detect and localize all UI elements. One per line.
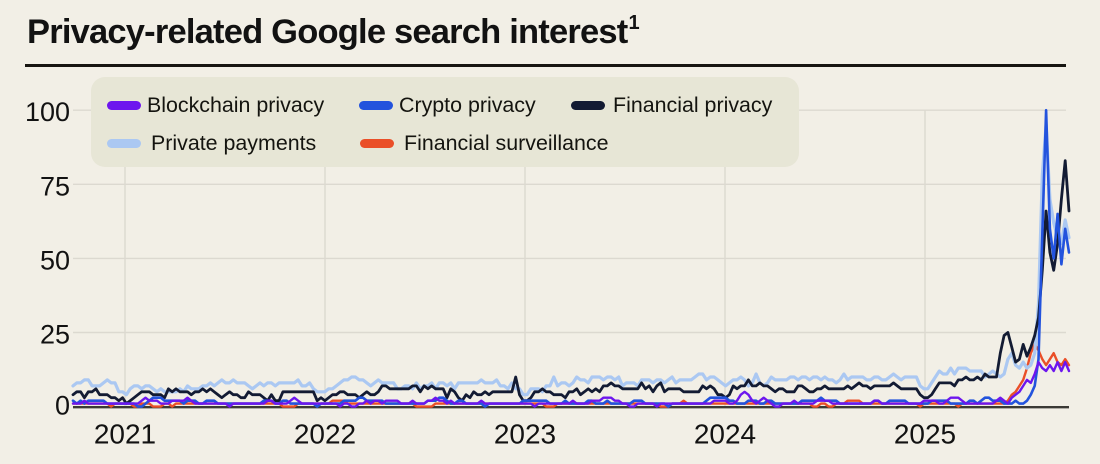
svg-text:50: 50	[40, 245, 70, 275]
svg-text:25: 25	[40, 320, 70, 350]
svg-text:2025: 2025	[894, 419, 956, 450]
svg-text:75: 75	[40, 171, 70, 201]
svg-text:100: 100	[25, 97, 70, 127]
svg-text:2023: 2023	[494, 419, 556, 450]
svg-text:2024: 2024	[694, 419, 756, 450]
svg-text:0: 0	[55, 391, 70, 421]
svg-text:2021: 2021	[94, 419, 156, 450]
svg-text:2022: 2022	[294, 419, 356, 450]
